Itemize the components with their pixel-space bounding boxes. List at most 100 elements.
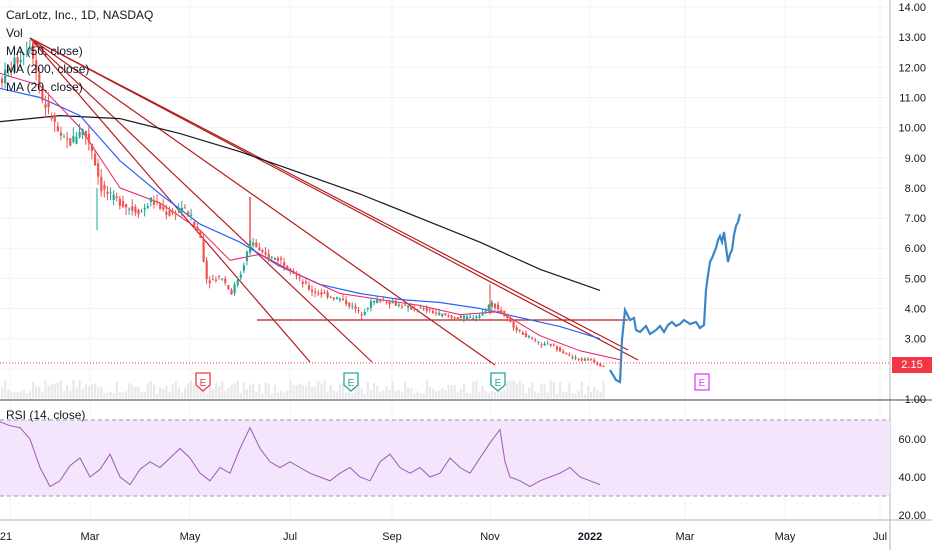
candle-body <box>162 206 165 210</box>
volume-bar <box>106 392 109 398</box>
legend-ma20[interactable]: MA (20, close) <box>6 80 83 94</box>
candle-body <box>236 280 239 285</box>
volume-bar <box>69 390 72 398</box>
volume-bar <box>41 391 44 398</box>
earnings-marker-2[interactable]: E <box>343 372 359 392</box>
candle-body <box>503 310 506 317</box>
legend-ma200[interactable]: MA (200, close) <box>6 62 90 76</box>
candle-body <box>298 277 301 279</box>
volume-bar <box>345 392 348 398</box>
candle-body <box>47 100 50 108</box>
volume-bar <box>354 385 357 398</box>
volume-bar <box>180 392 183 398</box>
volume-bar <box>146 382 149 398</box>
candle-body <box>515 327 518 331</box>
candle-body <box>1 78 4 83</box>
volume-bar <box>351 393 354 398</box>
candle-body <box>413 308 416 310</box>
volume-bar <box>149 380 152 398</box>
volume-bar <box>363 393 366 398</box>
candle-body <box>100 176 103 192</box>
price-tick-label: 6.00 <box>905 243 926 255</box>
candle-body <box>456 317 459 319</box>
candle-body <box>214 279 218 281</box>
candle-body <box>53 115 56 122</box>
legend-ma50[interactable]: MA (50, close) <box>6 44 83 58</box>
candle-body <box>66 138 69 140</box>
candle-body <box>202 238 205 262</box>
volume-bar <box>205 393 208 398</box>
volume-bar <box>32 382 35 398</box>
rsi-line <box>0 421 601 488</box>
volume-bar <box>159 387 162 398</box>
earnings-label: E <box>200 378 207 389</box>
candle-body <box>419 307 422 309</box>
candle-body <box>187 212 190 217</box>
candle-body <box>56 126 59 132</box>
candle-body <box>121 201 125 207</box>
volume-bar <box>326 391 329 398</box>
volume-bar <box>565 391 568 398</box>
volume-bar <box>338 384 342 398</box>
volume-bar <box>459 389 462 398</box>
legend-vol[interactable]: Vol <box>6 26 23 40</box>
trendlines <box>29 37 639 366</box>
price-axis-labels: 14.00 13.00 12.00 11.00 10.00 9.00 8.00 7.00 6.0… <box>898 2 926 406</box>
volume-bar <box>50 383 53 398</box>
candle-body <box>115 196 118 199</box>
volume-bar <box>230 385 233 398</box>
price-tick-label: 11.00 <box>899 92 926 104</box>
volume-bar <box>518 381 521 398</box>
volume-bar <box>7 390 10 398</box>
volume-bar <box>137 386 140 398</box>
candle-body <box>242 265 245 271</box>
trendline-2 <box>29 37 373 363</box>
candle-body <box>549 344 552 346</box>
volume-bar <box>472 381 475 398</box>
candle-body <box>106 191 109 194</box>
candle-body <box>143 208 146 210</box>
volume-bar <box>484 391 487 398</box>
candle-body <box>270 256 273 258</box>
candle-body <box>500 310 503 312</box>
candle-body <box>25 53 28 55</box>
earnings-marker-3[interactable]: E <box>490 372 506 392</box>
earnings-marker-1[interactable]: E <box>195 372 211 392</box>
candle-body <box>422 308 425 310</box>
candle-body <box>444 313 447 315</box>
candle-body <box>475 316 478 319</box>
legend-title: CarLotz, Inc., 1D, NASDAQ <box>6 8 154 22</box>
candle-body <box>239 274 242 278</box>
rsi-legend[interactable]: RSI (14, close) <box>6 408 86 422</box>
candle-body <box>258 247 261 251</box>
volume-bar <box>571 393 574 398</box>
volume-bar <box>75 387 78 398</box>
volume-bar <box>410 388 413 398</box>
candle-body <box>134 206 137 213</box>
earnings-marker-4[interactable]: E <box>694 373 710 391</box>
volume-bar <box>211 388 214 398</box>
volume-bar <box>469 393 472 398</box>
volume-bar <box>497 391 500 398</box>
volume-bar <box>267 383 270 398</box>
volume-bar <box>115 381 118 398</box>
candle-body <box>140 211 143 213</box>
candle-body <box>10 68 13 72</box>
volume-bar <box>593 387 596 398</box>
candle-body <box>211 279 214 281</box>
volume-bar <box>431 388 435 398</box>
volume-bar <box>56 382 59 398</box>
volume-bar <box>38 386 41 398</box>
volume-bar <box>438 390 441 398</box>
price-tick-label: 9.00 <box>905 153 926 165</box>
rsi-tick-label: 20.00 <box>898 510 926 522</box>
candle-body <box>404 304 407 306</box>
candle-body <box>103 184 106 190</box>
candle-body <box>125 203 128 208</box>
candle-body <box>478 315 481 318</box>
earnings-markers: E E E E <box>195 372 710 392</box>
candle-body <box>289 268 292 272</box>
time-tick-label: 21 <box>0 531 12 543</box>
candle-body <box>431 310 435 314</box>
